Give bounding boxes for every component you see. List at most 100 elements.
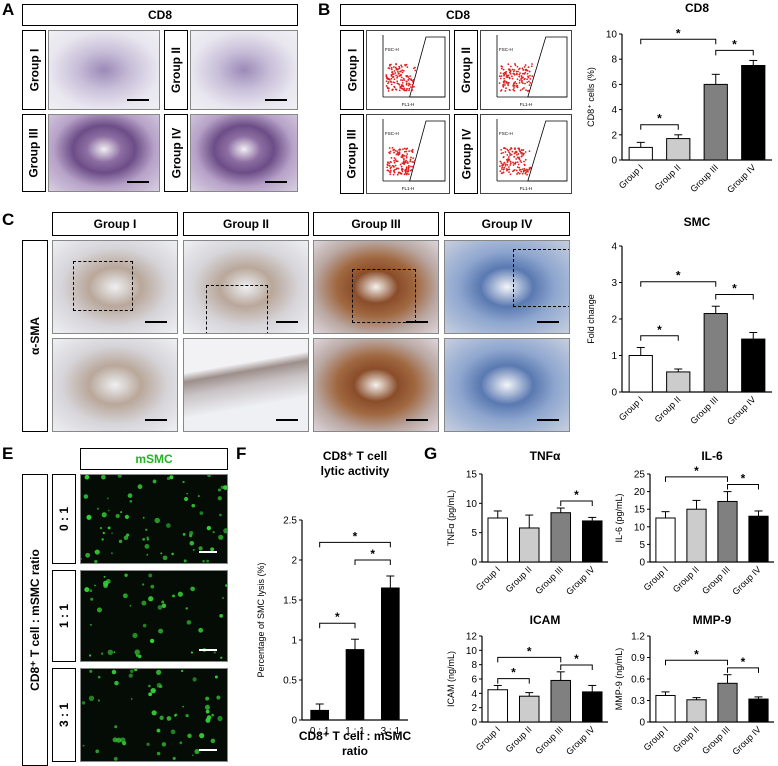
fluorescent-cell: [223, 485, 227, 490]
fluorescent-cell: [198, 546, 203, 551]
flow-event: [395, 160, 397, 162]
fluorescent-cell: [172, 756, 176, 760]
panel-a-group3-label: Group III: [22, 114, 46, 192]
chart-title: lytic activity: [321, 464, 390, 478]
flow-event: [516, 173, 518, 175]
fluorescent-cell: [142, 623, 147, 628]
flow-event: [414, 159, 416, 162]
flow-event: [518, 156, 520, 159]
fluorescent-cell: [204, 704, 210, 710]
flow-event: [503, 77, 506, 80]
flow-event: [522, 154, 525, 156]
flow-event: [515, 158, 518, 160]
bar: [628, 355, 653, 393]
panel-a-group1-label: Group I: [22, 30, 46, 110]
flow-event: [408, 87, 411, 90]
significance-bracket: [354, 559, 391, 565]
panel-a-image-group3: [48, 114, 160, 192]
panel-e-ratio-1-1: 1 : 1: [52, 570, 76, 662]
panel-a-header: CD8: [22, 4, 298, 26]
flow-event: [396, 76, 398, 79]
y-tick-label: 10: [606, 30, 618, 41]
fluorescent-cell: [156, 669, 162, 675]
flow-event: [521, 88, 524, 90]
flow-event: [387, 161, 389, 164]
fluorescent-cell: [96, 607, 103, 613]
flow-event: [390, 68, 393, 71]
flow-event: [516, 154, 518, 156]
y-tick-label: 2: [611, 130, 617, 141]
flow-event: [404, 172, 407, 174]
flow-event: [520, 170, 523, 173]
fluorescent-cell: [192, 677, 197, 682]
flow-event: [514, 161, 517, 164]
fluorescent-cell: [134, 649, 140, 655]
panel-e-ratio-3-1: 3 : 1: [52, 668, 76, 762]
flow-event: [512, 170, 514, 173]
panel-b-label: B: [318, 0, 331, 19]
flow-event: [516, 166, 519, 169]
flow-event: [505, 74, 508, 77]
fluorescent-cell: [90, 597, 94, 601]
flow-event: [412, 78, 415, 81]
flow-event: [515, 82, 518, 85]
bar: [518, 527, 540, 563]
flow-event: [517, 68, 520, 71]
panel-c-header-group1: Group I: [52, 212, 178, 236]
fluorescent-cell: [118, 539, 123, 544]
flow-event: [512, 83, 515, 86]
flow-event: [400, 64, 403, 67]
flow-event: [401, 69, 404, 72]
flow-event: [389, 169, 392, 172]
fluorescent-cell: [156, 728, 161, 733]
flow-event: [401, 81, 404, 84]
flow-event: [387, 90, 390, 92]
y-tick-label: 12: [466, 632, 478, 643]
fluorescent-cell: [97, 699, 101, 702]
flow-event: [407, 166, 410, 169]
fluorescent-cell: [106, 497, 109, 500]
flow-event: [521, 67, 524, 70]
flow-event: [518, 169, 521, 171]
flow-event: [405, 80, 408, 83]
panel-a-image-group4: [190, 114, 298, 192]
y-tick-label: 0: [611, 156, 617, 167]
panel-c-overview-group2: [183, 240, 309, 334]
panel-a-group4-label: Group IV: [164, 114, 188, 192]
flow-event: [525, 69, 527, 72]
x-tick-label: Group I: [642, 564, 670, 592]
fluorescent-cell: [103, 583, 108, 589]
flow-event: [393, 148, 396, 151]
panel-e-image-ratio-0-1: [80, 474, 228, 564]
flow-event: [405, 82, 408, 85]
flow-event: [393, 171, 396, 174]
fluorescent-cell: [205, 709, 210, 714]
fluorescent-cell: [177, 591, 183, 597]
y-tick-label: 0: [611, 388, 617, 399]
significance-star: *: [657, 112, 662, 126]
y-tick-label: 0.6: [631, 675, 645, 686]
flow-event: [403, 173, 406, 176]
flow-event: [393, 157, 396, 159]
fluorescent-cell: [220, 485, 225, 489]
flow-event: [521, 172, 524, 175]
fluorescent-cell: [112, 737, 118, 743]
flow-event: [397, 72, 400, 75]
flow-event: [517, 70, 519, 73]
flow-event: [404, 89, 406, 92]
x-tick-label: Group I: [642, 724, 670, 752]
x-tick-label: Group IV: [564, 564, 597, 597]
fluorescent-cell: [218, 534, 224, 540]
fluorescent-cell: [212, 531, 215, 534]
fluorescent-cell: [114, 680, 119, 686]
flow-event: [505, 76, 508, 78]
flow-gate: [409, 120, 446, 182]
flow-event: [503, 166, 506, 169]
fluorescent-cell: [149, 638, 155, 644]
flow-event: [510, 153, 513, 156]
fluorescent-cell: [89, 623, 92, 626]
fluorescent-cell: [150, 687, 156, 694]
flow-event: [531, 63, 533, 65]
flow-event: [519, 150, 522, 153]
